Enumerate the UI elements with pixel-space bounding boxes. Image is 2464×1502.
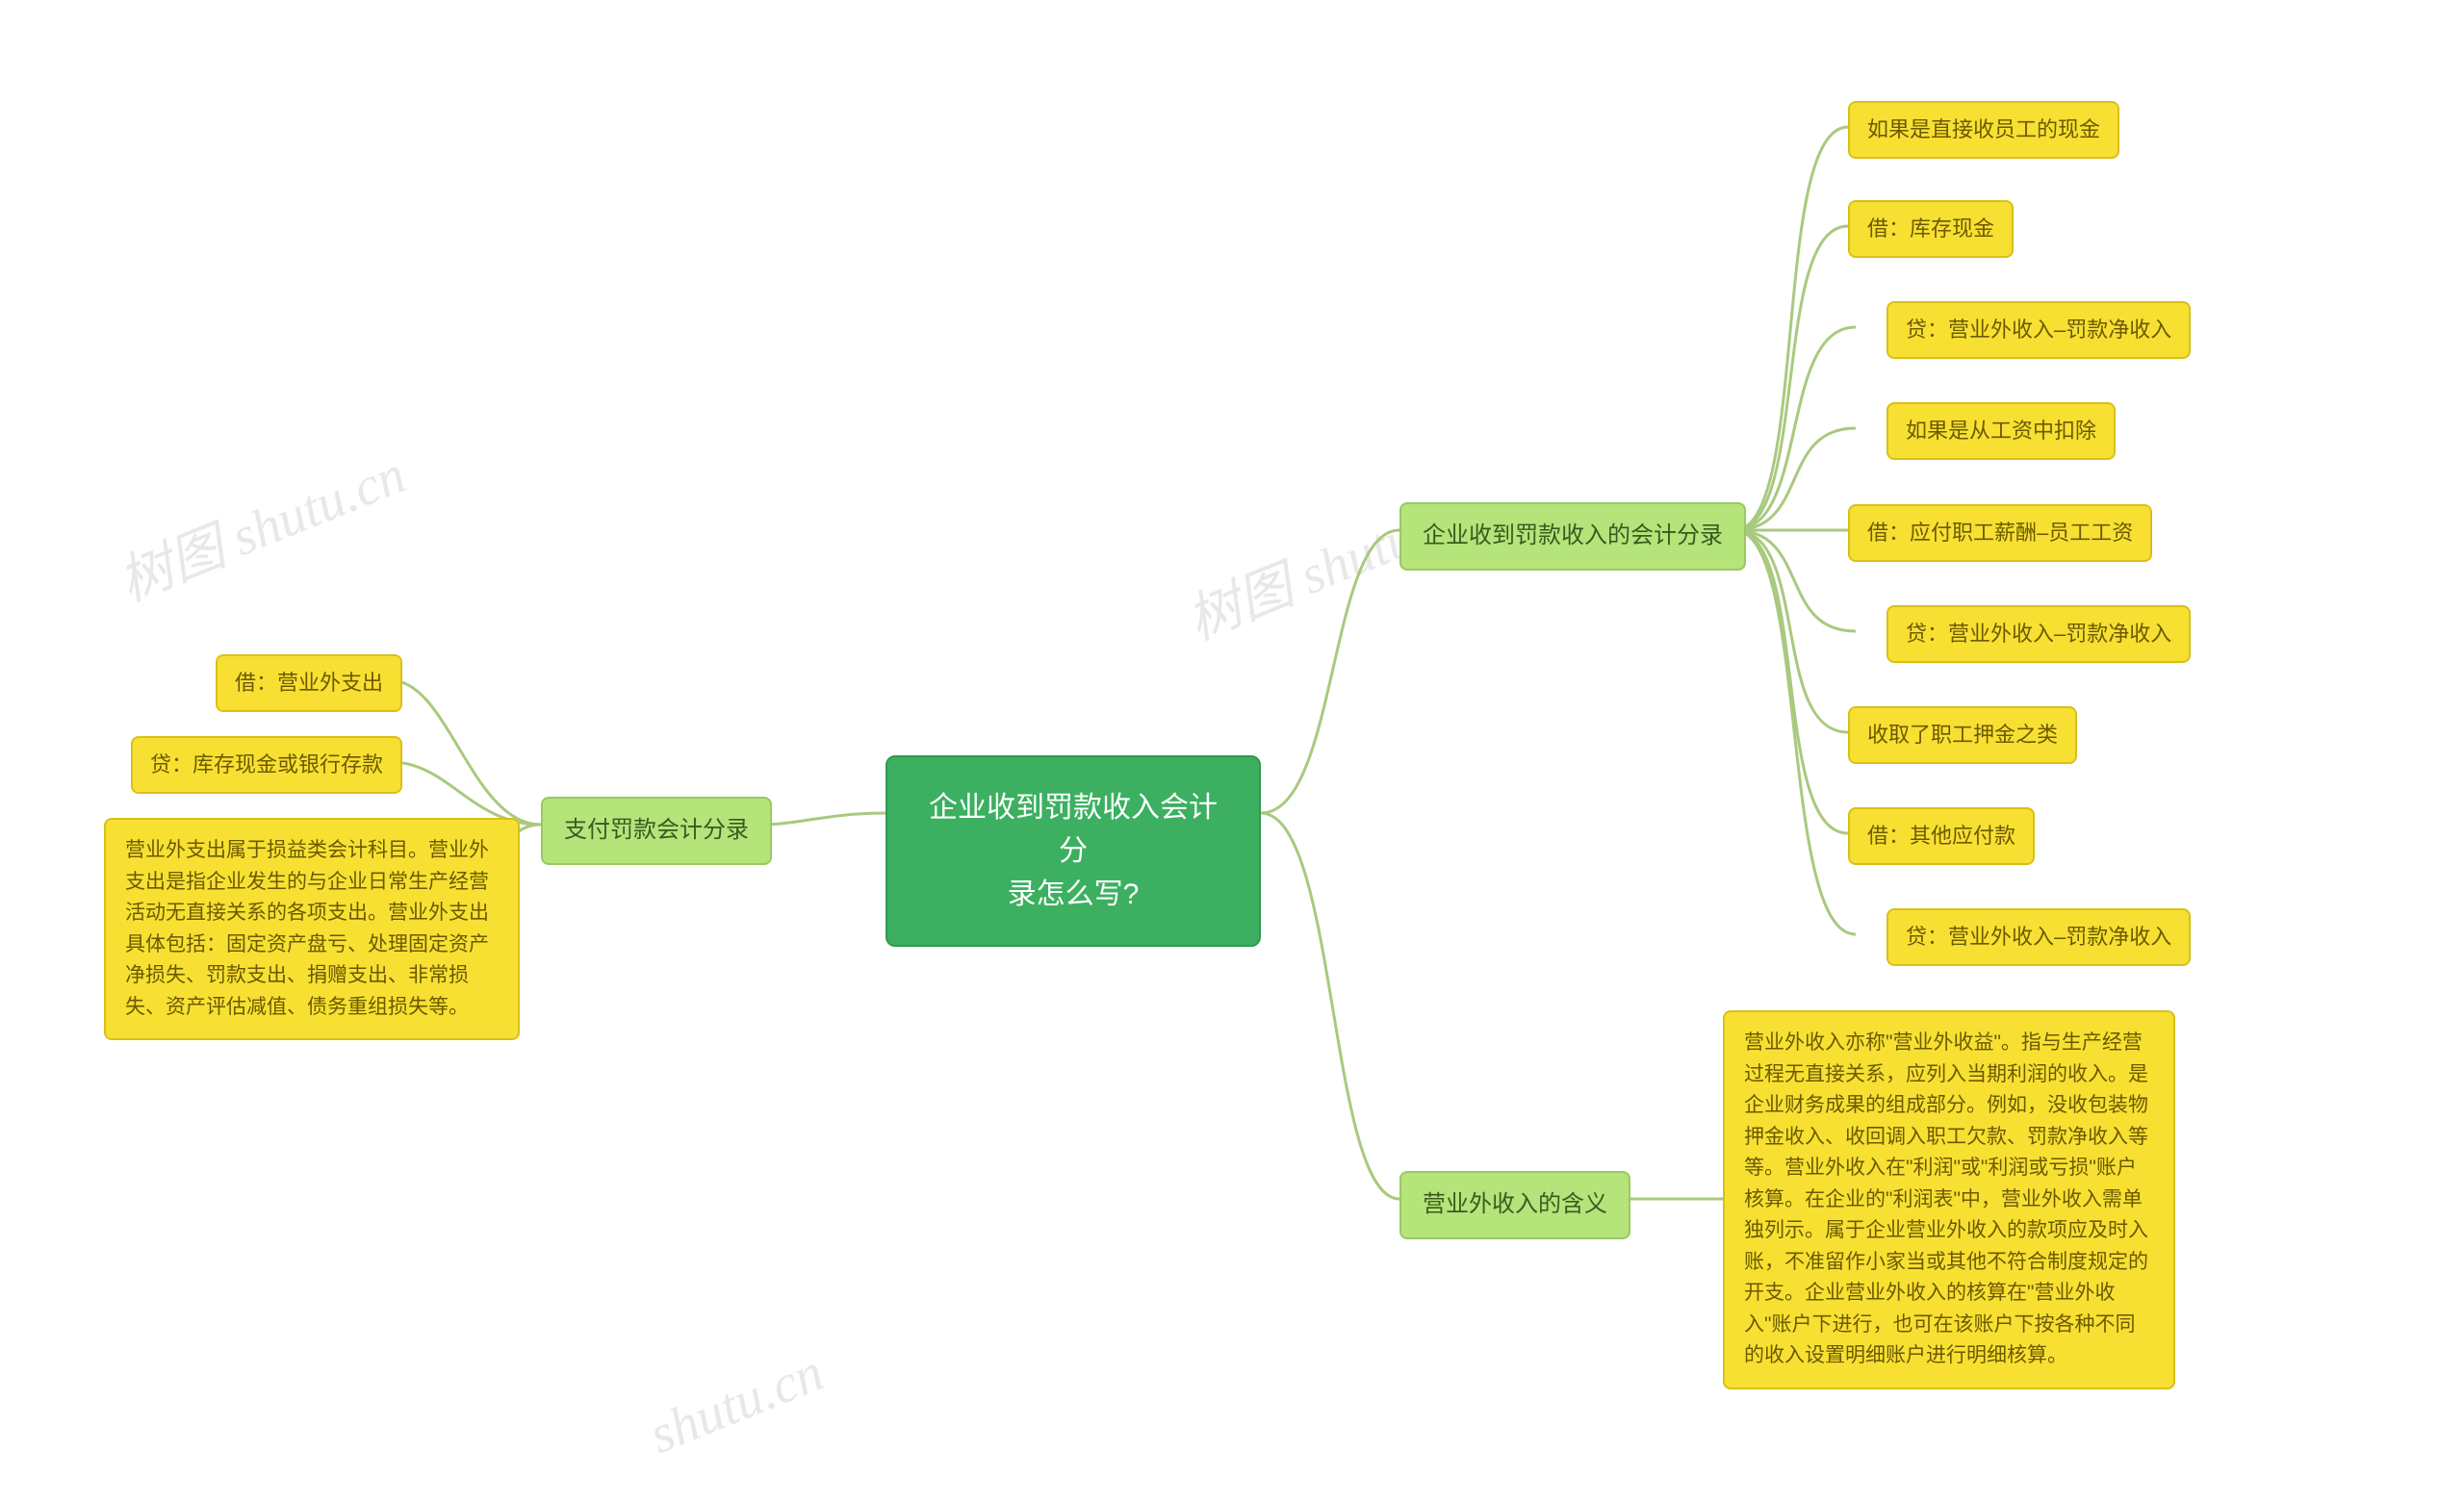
right0-leaf-4: 借：应付职工薪酬–员工工资 — [1848, 504, 2152, 562]
right0-leaf-3-text: 如果是从工资中扣除 — [1906, 419, 2096, 443]
right-branch-0: 企业收到罚款收入的会计分录 — [1399, 502, 1746, 571]
right0-leaf-0: 如果是直接收员工的现金 — [1848, 101, 2119, 159]
left-leaf-1: 贷：库存现金或银行存款 — [131, 736, 402, 794]
right0-leaf-7: 借：其他应付款 — [1848, 807, 2035, 865]
root-node: 企业收到罚款收入会计分 录怎么写? — [886, 755, 1261, 947]
root-line1: 企业收到罚款收入会计分 — [929, 792, 1218, 867]
left-leaf-0-text: 借：营业外支出 — [235, 671, 383, 695]
left-leaf-1-text: 贷：库存现金或银行存款 — [150, 752, 383, 776]
right0-leaf-5: 贷：营业外收入–罚款净收入 — [1886, 605, 2191, 663]
right0-leaf-8: 贷：营业外收入–罚款净收入 — [1886, 908, 2191, 966]
right0-leaf-7-text: 借：其他应付款 — [1867, 824, 2015, 848]
left-branch-label: 支付罚款会计分录 — [564, 817, 749, 843]
right0-leaf-8-text: 贷：营业外收入–罚款净收入 — [1906, 925, 2171, 949]
left-branch: 支付罚款会计分录 — [541, 797, 772, 865]
right0-leaf-5-text: 贷：营业外收入–罚款净收入 — [1906, 622, 2171, 646]
left-leaf-2: 营业外支出属于损益类会计科目。营业外支出是指企业发生的与企业日常生产经营活动无直… — [104, 818, 520, 1040]
right-branch-1-label: 营业外收入的含义 — [1423, 1191, 1607, 1217]
watermark-1: 树图 shutu.cn — [106, 431, 416, 617]
watermark-3: shutu.cn — [641, 1341, 832, 1466]
right-branch-0-label: 企业收到罚款收入的会计分录 — [1423, 522, 1723, 548]
right0-leaf-0-text: 如果是直接收员工的现金 — [1867, 117, 2100, 141]
right0-leaf-6: 收取了职工押金之类 — [1848, 706, 2077, 764]
right0-leaf-3: 如果是从工资中扣除 — [1886, 402, 2116, 460]
right0-leaf-1-text: 借：库存现金 — [1867, 216, 1994, 241]
right-branch-1: 营业外收入的含义 — [1399, 1171, 1630, 1239]
root-line2: 录怎么写? — [1008, 878, 1140, 910]
left-leaf-2-text: 营业外支出属于损益类会计科目。营业外支出是指企业发生的与企业日常生产经营活动无直… — [125, 839, 489, 1018]
right1-leaf-0: 营业外收入亦称"营业外收益"。指与生产经营过程无直接关系，应列入当期利润的收入。… — [1723, 1010, 2175, 1389]
right0-leaf-6-text: 收取了职工押金之类 — [1867, 723, 2058, 747]
right0-leaf-4-text: 借：应付职工薪酬–员工工资 — [1867, 521, 2133, 545]
left-leaf-0: 借：营业外支出 — [216, 654, 402, 712]
right0-leaf-2: 贷：营业外收入–罚款净收入 — [1886, 301, 2191, 359]
right1-leaf-0-text: 营业外收入亦称"营业外收益"。指与生产经营过程无直接关系，应列入当期利润的收入。… — [1744, 1031, 2148, 1366]
mindmap-canvas: 树图 shutu.cn 树图 shutu.cn shutu.cn — [0, 0, 2464, 1502]
right0-leaf-1: 借：库存现金 — [1848, 200, 2014, 258]
right0-leaf-2-text: 贷：营业外收入–罚款净收入 — [1906, 318, 2171, 342]
